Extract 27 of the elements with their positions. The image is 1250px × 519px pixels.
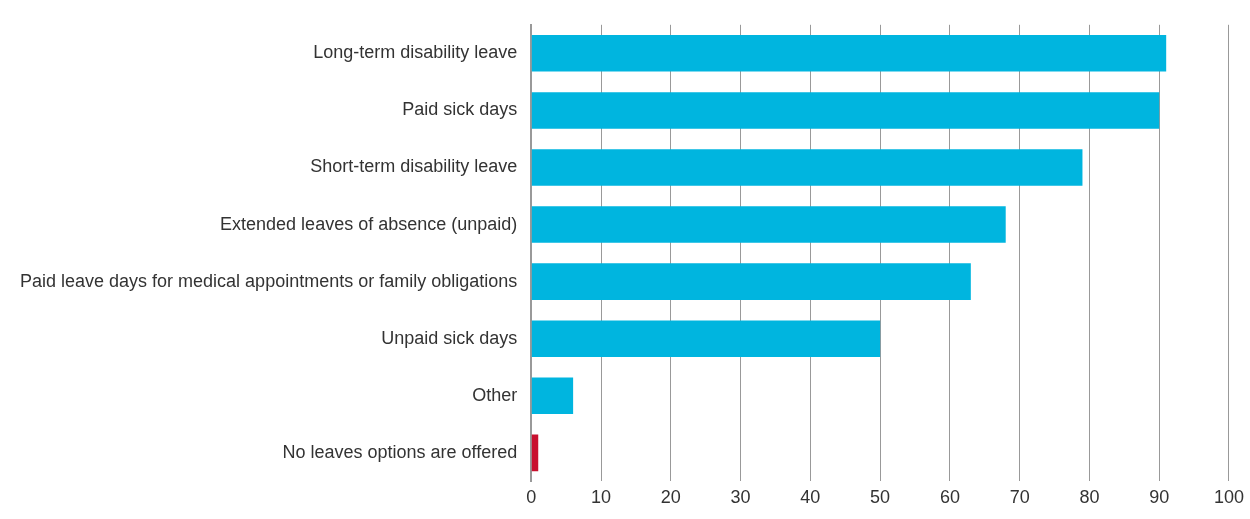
x-tick-label: 0 xyxy=(526,487,537,508)
bar xyxy=(531,206,1006,243)
bar xyxy=(531,149,1083,186)
x-tick-label: 70 xyxy=(1009,487,1030,508)
y-tick-label: Unpaid sick days xyxy=(381,327,518,348)
x-tick-label: 80 xyxy=(1079,487,1100,508)
bar xyxy=(531,263,971,300)
x-tick-label: 90 xyxy=(1149,487,1170,508)
y-tick-label: No leaves options are offered xyxy=(282,441,518,462)
y-tick-label: Paid sick days xyxy=(402,99,518,120)
y-tick-label: Short-term disability leave xyxy=(310,156,518,177)
x-tick-label: 10 xyxy=(591,487,612,508)
y-tick-label: Other xyxy=(472,384,518,405)
bar xyxy=(531,434,539,472)
x-tick-label: 30 xyxy=(730,487,751,508)
y-tick-label: Extended leaves of absence (unpaid) xyxy=(220,213,518,234)
bar xyxy=(531,35,1167,72)
bar xyxy=(531,377,574,415)
x-tick-label: 20 xyxy=(660,487,681,508)
bar xyxy=(531,320,881,357)
x-tick-label: 40 xyxy=(800,487,821,508)
x-tick-label: 60 xyxy=(939,487,960,508)
y-tick-label: Long-term disability leave xyxy=(313,42,518,63)
x-tick-label: 100 xyxy=(1213,487,1245,508)
x-tick-label: 50 xyxy=(870,487,891,508)
bar xyxy=(531,92,1160,129)
y-tick-label: Paid leave days for medical appointments or family obligations xyxy=(19,270,518,291)
